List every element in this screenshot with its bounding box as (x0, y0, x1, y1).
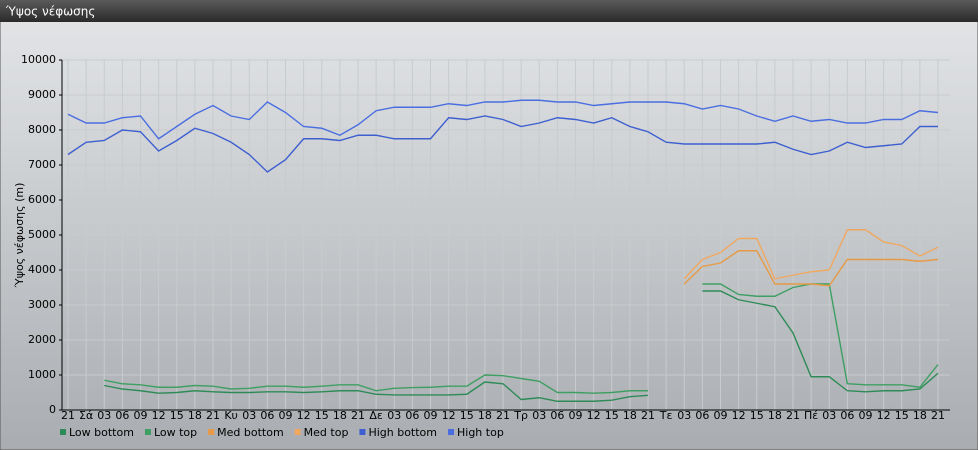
x-tick-label: 03 (387, 409, 401, 422)
x-tick-label: Τε (659, 409, 673, 422)
x-tick-label: 15 (315, 409, 329, 422)
legend-label: Low bottom (69, 426, 134, 439)
x-tick-label: Κυ (224, 409, 238, 422)
x-tick-label: 09 (134, 409, 148, 422)
legend-label: High bottom (368, 426, 437, 439)
x-tick-label: 09 (279, 409, 293, 422)
x-tick-label: 06 (550, 409, 564, 422)
x-tick-label: 15 (605, 409, 619, 422)
x-tick-label: 15 (460, 409, 474, 422)
x-tick-label: 12 (297, 409, 311, 422)
x-tick-label: Πέ (804, 409, 818, 422)
legend-swatch (144, 429, 151, 435)
x-tick-label: 03 (822, 409, 836, 422)
legend-label: Low top (154, 426, 197, 439)
legend-swatch (294, 429, 301, 435)
x-tick-label: 03 (97, 409, 111, 422)
legend-label: High top (457, 426, 504, 439)
x-tick-label: 21 (61, 409, 75, 422)
line-series (683, 229, 939, 280)
x-tick-label: 09 (859, 409, 873, 422)
x-tick-label: 09 (569, 409, 583, 422)
x-tick-label: 12 (877, 409, 891, 422)
title-bar (0, 0, 978, 22)
x-tick-label: Τρ (513, 409, 528, 422)
x-tick-label: 21 (786, 409, 800, 422)
x-tick-label: 06 (260, 409, 274, 422)
x-tick-label: Σά (79, 409, 93, 422)
x-tick-label: 21 (206, 409, 220, 422)
x-tick-label: 06 (115, 409, 129, 422)
x-tick-label: 06 (405, 409, 419, 422)
line-series (104, 283, 939, 394)
line-series (104, 290, 939, 402)
legend-label: Med top (304, 426, 349, 439)
y-tick-label: 3000 (28, 298, 56, 311)
line-series (67, 99, 939, 140)
y-tick-label: 6000 (28, 193, 56, 206)
x-tick-label: 12 (442, 409, 456, 422)
y-tick-label: 0 (49, 403, 56, 416)
x-tick-label: 15 (895, 409, 909, 422)
legend-swatch (448, 429, 454, 435)
line-series (683, 250, 939, 287)
x-tick-label: 18 (478, 409, 492, 422)
y-tick-label: 5000 (28, 228, 56, 241)
x-tick-label: 18 (768, 409, 782, 422)
x-tick-label: 15 (750, 409, 764, 422)
x-tick-label: 21 (351, 409, 365, 422)
x-tick-label: 06 (840, 409, 854, 422)
x-tick-label: 12 (587, 409, 601, 422)
y-tick-label: 2000 (28, 333, 56, 346)
legend-swatch (208, 429, 215, 435)
window-title: Ύψος νέφωσης (5, 5, 95, 19)
legend-label: Med bottom (217, 426, 284, 439)
x-tick-label: 21 (496, 409, 510, 422)
legend-swatch (60, 429, 66, 435)
x-tick-label: 09 (714, 409, 728, 422)
x-tick-label: 12 (152, 409, 166, 422)
x-tick-label: Δε (369, 409, 383, 422)
x-tick-label: 03 (677, 409, 691, 422)
y-tick-label: 10000 (21, 53, 56, 66)
y-tick-label: 9000 (28, 88, 56, 101)
y-tick-label: 4000 (28, 263, 56, 276)
x-tick-label: 18 (188, 409, 202, 422)
y-tick-label: 1000 (28, 368, 56, 381)
y-tick-label: 7000 (28, 158, 56, 171)
x-tick-label: 15 (170, 409, 184, 422)
x-tick-label: 18 (913, 409, 927, 422)
x-tick-label: 12 (732, 409, 746, 422)
x-tick-label: 18 (623, 409, 637, 422)
x-tick-label: 18 (333, 409, 347, 422)
x-tick-label: 06 (695, 409, 709, 422)
x-tick-label: 21 (931, 409, 945, 422)
line-series (67, 115, 938, 173)
y-tick-label: 8000 (28, 123, 56, 136)
legend-swatch (359, 429, 366, 435)
x-tick-label: 03 (242, 409, 256, 422)
y-axis-label: Ύψος νέφωσης (m) (13, 183, 26, 289)
x-tick-label: 09 (424, 409, 438, 422)
x-tick-label: 21 (641, 409, 655, 422)
x-tick-label: 03 (532, 409, 546, 422)
